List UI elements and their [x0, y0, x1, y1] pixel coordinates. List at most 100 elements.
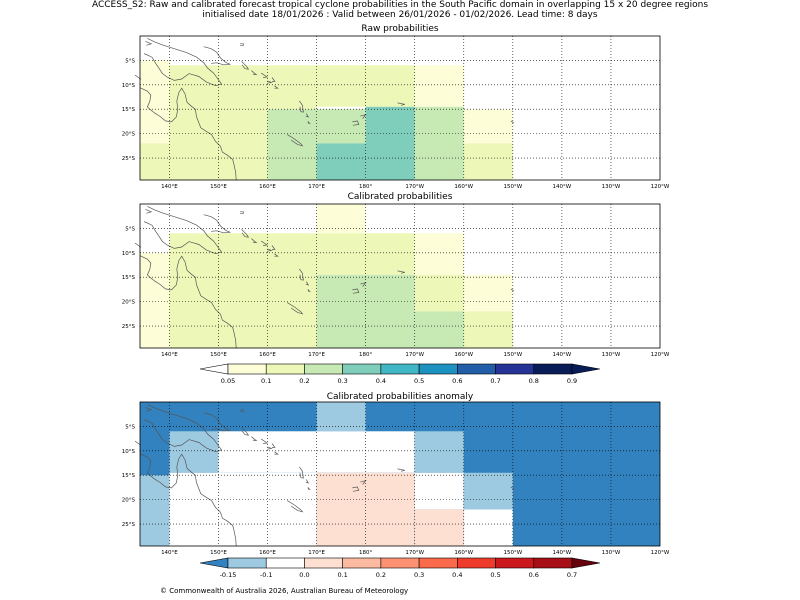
colorbar-swatch [418, 557, 458, 569]
lat-tick-label: 10°S [122, 251, 136, 257]
lon-tick-label: 140°W [553, 184, 572, 190]
prob-region [169, 431, 219, 473]
lat-tick-label: 15°S [122, 107, 136, 113]
colorbar-tick-label: 0.2 [299, 377, 309, 385]
coastline [267, 248, 273, 252]
prob-region [316, 109, 366, 144]
coastline [251, 238, 258, 244]
colorbar-tick-label: 0.3 [414, 571, 424, 579]
coastline [145, 41, 153, 46]
colorbar-swatch [342, 557, 382, 569]
prob-region [316, 402, 366, 432]
coastline [397, 270, 405, 274]
prob-region [463, 274, 513, 312]
lon-tick-label: 170°E [308, 550, 325, 556]
coastline [307, 487, 311, 491]
lon-tick-label: 150°W [503, 184, 522, 190]
coastline [240, 211, 244, 214]
colorbar-extend-low [199, 557, 229, 569]
coastline [261, 438, 269, 444]
lon-tick-label: 160°E [259, 550, 276, 556]
prob-region [140, 475, 170, 546]
colorbar-extend-low [199, 363, 229, 375]
prob-region [169, 233, 317, 348]
coastline [287, 134, 304, 147]
colorbar-swatch [533, 557, 573, 569]
coastline [240, 409, 244, 412]
prob-region [140, 60, 170, 144]
colorbar-swatch [227, 557, 267, 569]
lon-tick-label: 140°E [161, 184, 178, 190]
colorbar-swatch [265, 557, 305, 569]
coastline [510, 288, 514, 292]
lat-tick-label: 5°S [125, 226, 135, 232]
prob-region [365, 106, 415, 180]
lon-tick-label: 180° [359, 184, 372, 190]
coastline [274, 451, 279, 455]
coastline [203, 46, 231, 66]
prob-region [414, 65, 464, 107]
coastline [203, 412, 231, 432]
prob-region [140, 252, 170, 348]
coastline [274, 85, 279, 89]
lat-tick-label: 20°S [122, 300, 136, 306]
prob-region [414, 472, 464, 510]
lon-tick-label: 120°W [651, 352, 670, 358]
prob-region [463, 311, 513, 348]
colorbar-swatch [380, 557, 420, 569]
colorbar-tick-label: 0.5 [414, 377, 424, 385]
lat-tick-label: 25°S [122, 156, 136, 162]
lon-tick-label: 170°E [308, 352, 325, 358]
colorbar-tick-label: -0.1 [260, 571, 273, 579]
prob-region [414, 106, 464, 180]
coastline [267, 80, 273, 84]
coastline [510, 486, 514, 490]
coastline [251, 70, 258, 76]
colorbar-tick-label: 0.5 [490, 571, 500, 579]
colorbar-swatch [227, 363, 267, 375]
colorbar-tick-label: 0.8 [529, 377, 539, 385]
prob-region [414, 274, 464, 312]
probability-colorbar: 0.05 0.1 0.2 0.3 0.4 0.5 0.6 0.7 0.8 0.9 [199, 363, 601, 385]
coastline [305, 281, 310, 286]
prob-region [414, 233, 464, 275]
colorbar-tick-label: 0.05 [221, 377, 235, 385]
coastline [143, 206, 222, 255]
lon-tick-label: 160°W [454, 550, 473, 556]
prob-region [316, 65, 415, 107]
prob-region [169, 472, 317, 546]
prob-region [414, 431, 464, 473]
coastline [307, 121, 311, 125]
panel-title-calibrated: Calibrated probabilities [347, 192, 453, 202]
map-frame [139, 35, 661, 181]
colorbar-swatch [495, 557, 535, 569]
prob-region [267, 65, 317, 110]
lat-tick-label: 15°S [122, 473, 136, 479]
coastline [274, 253, 279, 257]
map-frame [139, 401, 661, 547]
coastline [261, 240, 269, 246]
lon-tick-label: 170°E [308, 184, 325, 190]
colorbar-tick-label: 0.1 [261, 377, 271, 385]
coastline [143, 404, 222, 453]
coastline [271, 77, 276, 82]
lat-tick-label: 25°S [122, 522, 136, 528]
lat-tick-label: 10°S [122, 449, 136, 455]
colorbar-swatch [418, 363, 458, 375]
lon-tick-label: 150°W [503, 550, 522, 556]
lon-tick-label: 180° [359, 550, 372, 556]
colorbar-tick-label: 0.3 [337, 377, 347, 385]
prob-region [414, 509, 464, 546]
colorbar-tick-label: 0.0 [299, 571, 309, 579]
map-panel-0: 140°E 150°E 160°E 170°E 180° 170°W 160°W 150°W 1… [122, 35, 670, 190]
lon-tick-label: 150°E [210, 550, 227, 556]
coastline [287, 302, 304, 315]
lon-tick-label: 150°W [503, 352, 522, 358]
lon-tick-label: 160°W [454, 352, 473, 358]
prob-region [463, 509, 513, 546]
lon-tick-label: 140°E [161, 550, 178, 556]
lon-tick-label: 130°W [602, 352, 621, 358]
lon-tick-label: 170°W [405, 352, 424, 358]
colorbar-swatch [304, 557, 343, 569]
